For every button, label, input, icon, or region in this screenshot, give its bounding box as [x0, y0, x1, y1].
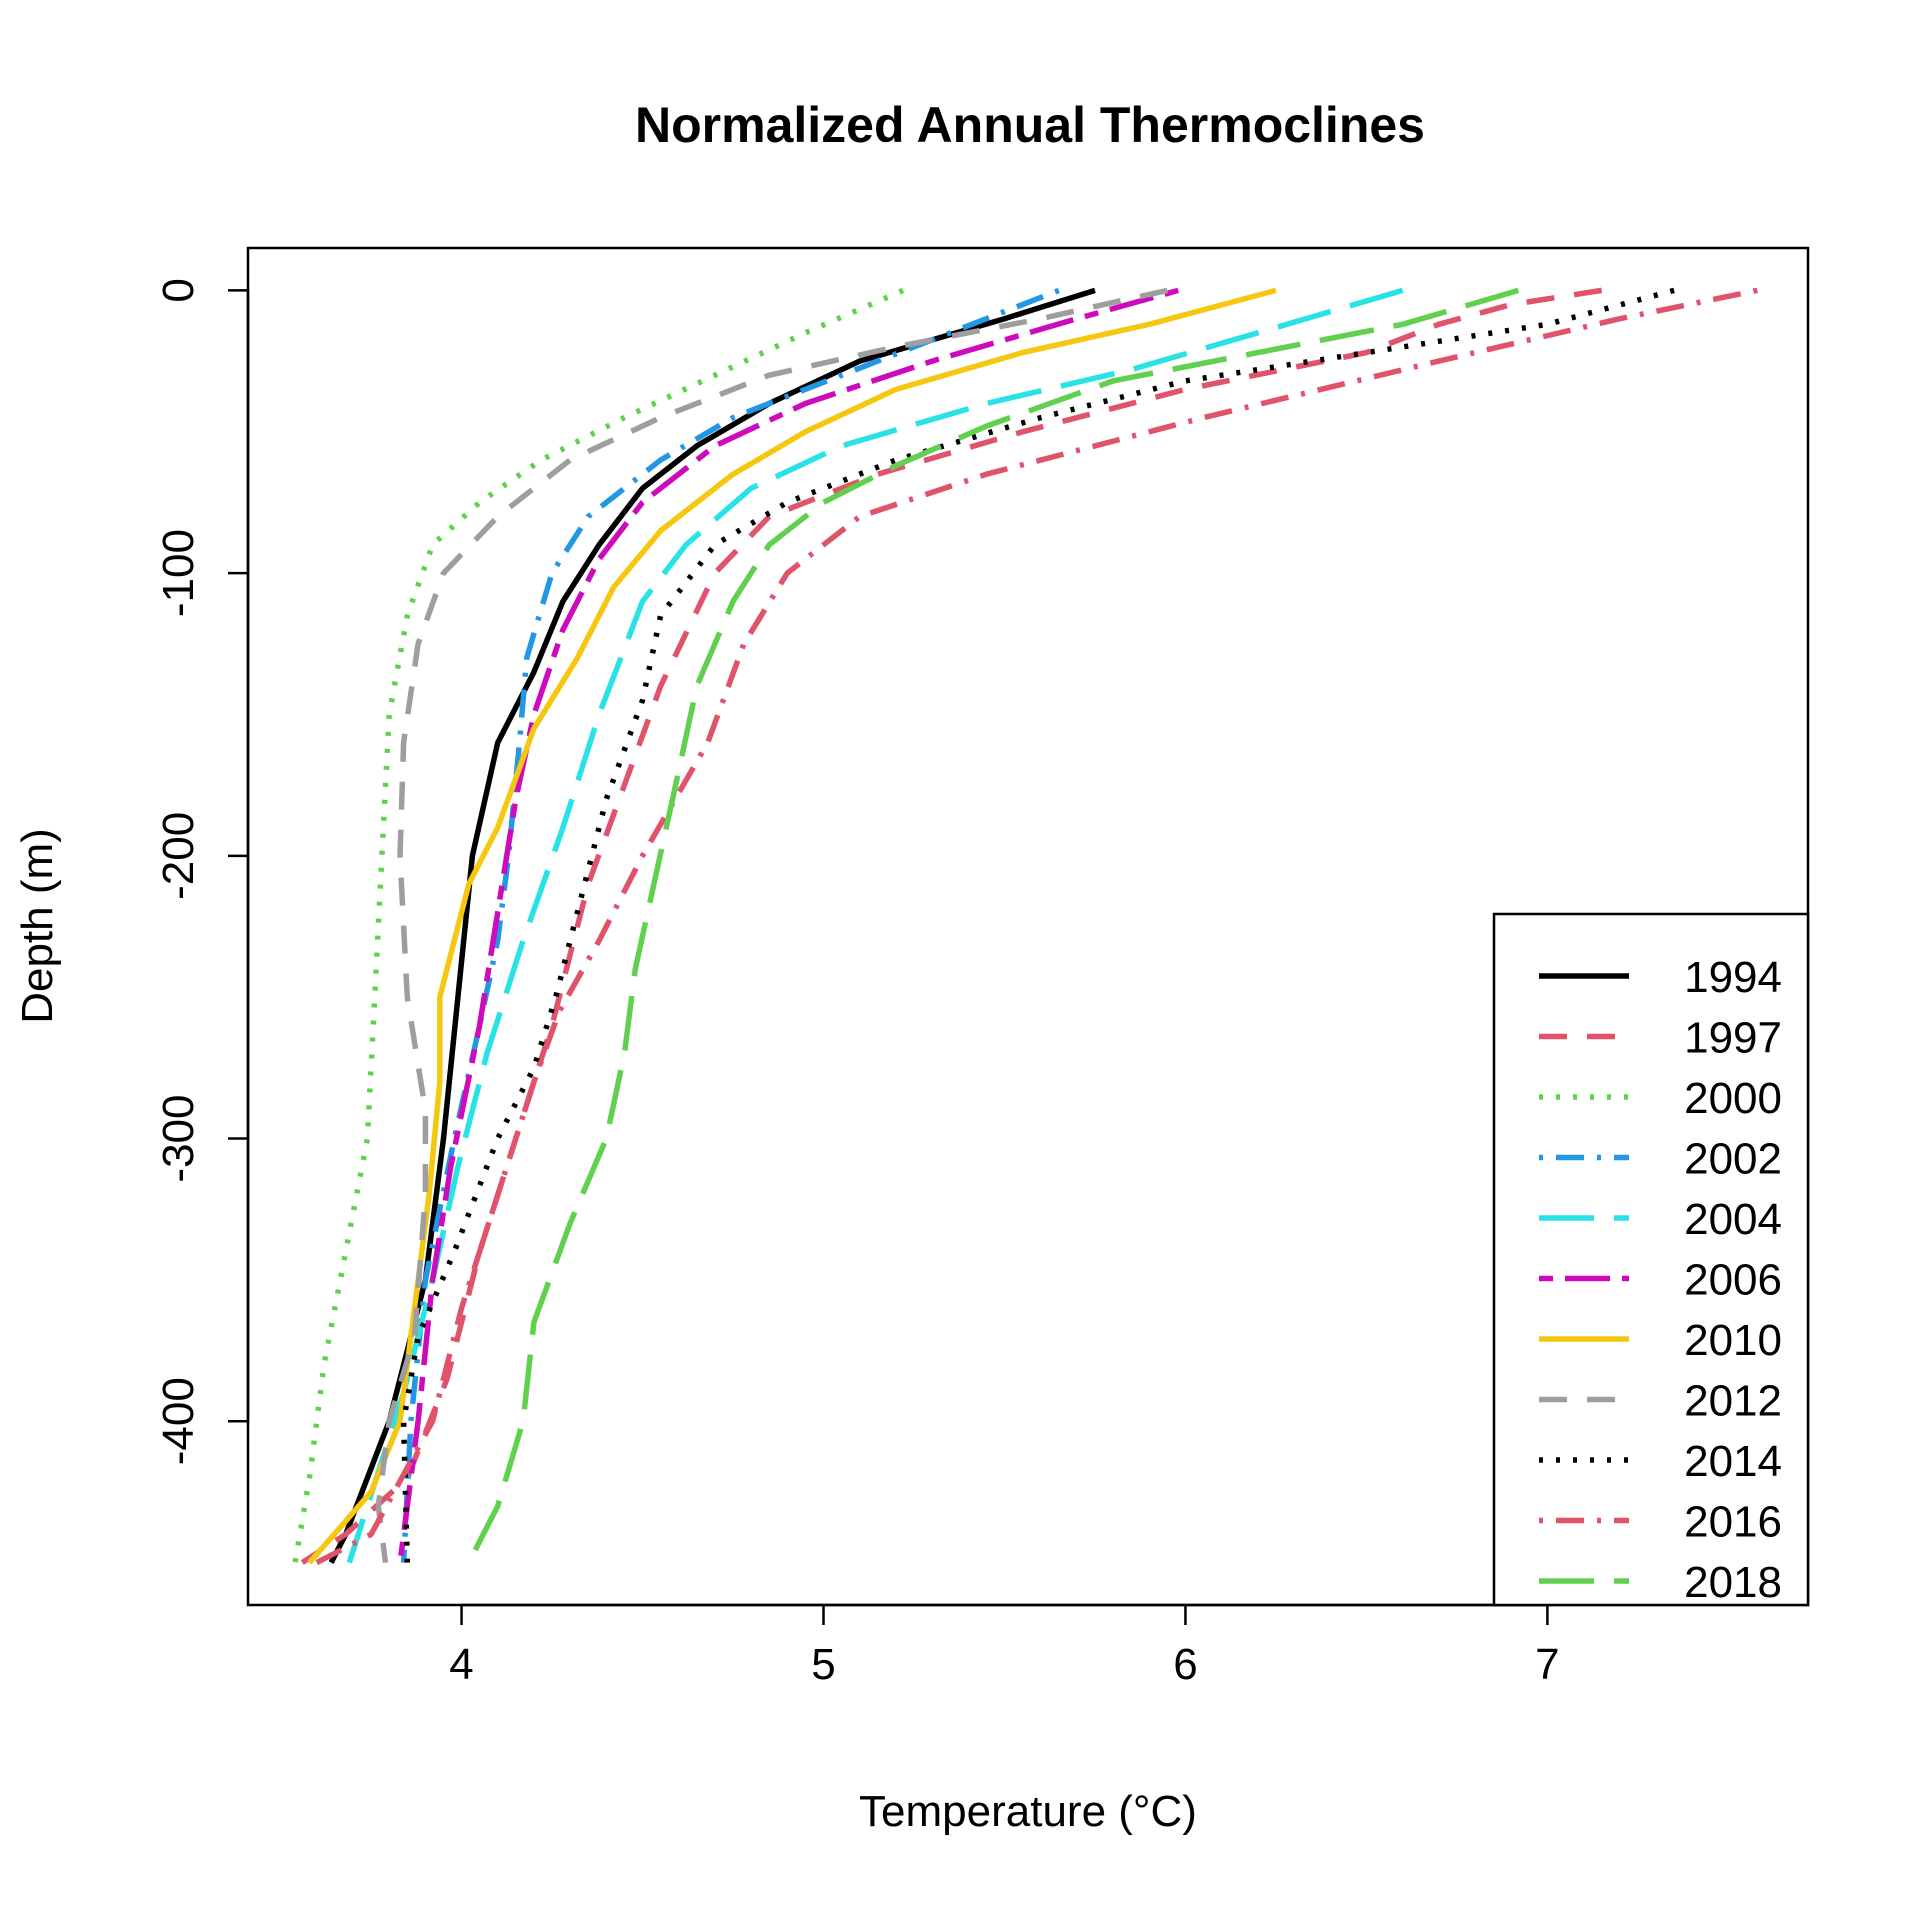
legend-label-2000: 2000 — [1684, 1074, 1782, 1123]
series-line-2000 — [292, 287, 905, 1564]
y-tick-label: -300 — [154, 1094, 203, 1182]
legend-label-1994: 1994 — [1684, 953, 1782, 1002]
x-tick-label: 5 — [811, 1640, 835, 1689]
y-tick-label: -100 — [154, 529, 203, 617]
series-line-2012 — [375, 287, 1168, 1563]
legend-label-2002: 2002 — [1684, 1135, 1782, 1184]
x-axis-label: Temperature (°C) — [859, 1787, 1197, 1836]
legend-box — [1492, 912, 1810, 1607]
chart-title: Normalized Annual Thermoclines — [635, 97, 1425, 153]
legend-label-2010: 2010 — [1684, 1316, 1782, 1365]
series-line-2010 — [307, 287, 1277, 1565]
legend-label-2014: 2014 — [1684, 1437, 1782, 1486]
y-axis-label: Depth (m) — [13, 828, 62, 1024]
x-tick-label: 7 — [1535, 1640, 1559, 1689]
y-tick-label: -400 — [154, 1377, 203, 1465]
legend-label-2018: 2018 — [1684, 1558, 1782, 1607]
series-line-2002 — [400, 287, 1060, 1563]
series-layer — [292, 287, 1758, 1566]
legend-label-2016: 2016 — [1684, 1498, 1782, 1547]
y-tick-label: 0 — [154, 278, 203, 302]
legend-label-2006: 2006 — [1684, 1256, 1782, 1305]
x-axis: 4 5 6 7 — [449, 1603, 1560, 1689]
legend-label-2004: 2004 — [1684, 1195, 1782, 1244]
x-tick-label: 6 — [1173, 1640, 1197, 1689]
y-tick-label: -200 — [154, 812, 203, 900]
legend-label-2012: 2012 — [1684, 1377, 1782, 1426]
series-line-2004 — [346, 287, 1404, 1564]
series-line-1997 — [300, 287, 1603, 1565]
series-line-2018 — [466, 287, 1520, 1564]
y-axis: 0 -100 -200 -300 -400 — [154, 278, 250, 1465]
legend-label-1997: 1997 — [1684, 1014, 1782, 1063]
series-line-2014 — [400, 287, 1675, 1563]
x-tick-label: 4 — [449, 1640, 473, 1689]
legend: 1994 1997 2000 2002 2004 2006 2010 2012 2014 2016… — [1492, 912, 1810, 1607]
series-line-2006 — [397, 287, 1179, 1563]
